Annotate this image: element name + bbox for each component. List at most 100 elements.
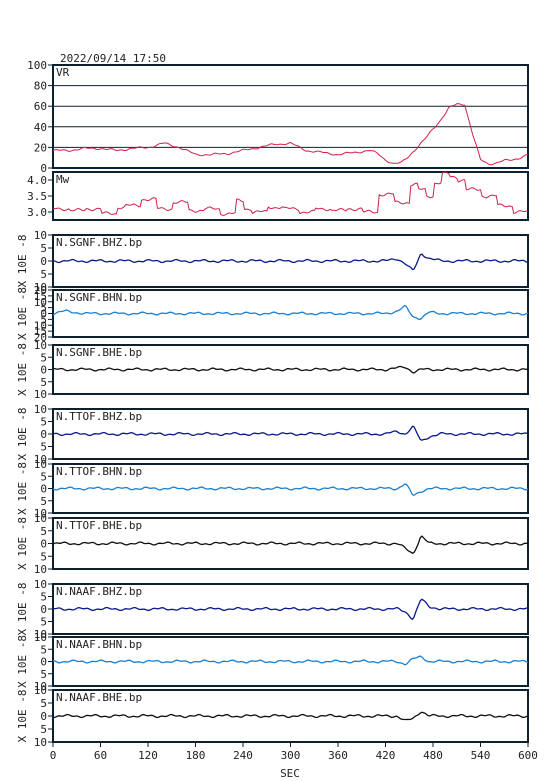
y-axis-label: X 10E -8 — [16, 517, 29, 570]
y-tick-label: 5 — [40, 302, 47, 315]
y-axis-label: X 10E -8 — [16, 408, 29, 461]
y-tick-label: 10 — [34, 631, 47, 644]
y-tick-label: 3.0 — [27, 206, 47, 219]
y-tick-label: 5 — [40, 313, 47, 326]
y-axis-label: X 10E -8 — [16, 635, 29, 688]
y-tick-label: 10 — [34, 578, 47, 591]
y-tick-label: 10 — [34, 736, 47, 749]
y-tick-label: 20 — [34, 141, 47, 154]
panel-frame — [52, 64, 529, 169]
y-axis-label: X 10E -8 — [16, 287, 29, 340]
series-line — [52, 598, 529, 621]
series-line — [52, 253, 529, 271]
y-tick-label: 10 — [34, 229, 47, 242]
panel-label: N.SGNF.BHZ.bp — [56, 236, 142, 249]
chart-timestamp: 2022/09/14 17:50 — [60, 52, 166, 65]
y-tick-label: 5 — [40, 723, 47, 736]
y-tick-label: 15 — [34, 290, 47, 303]
y-tick-label: 15 — [34, 325, 47, 338]
y-axis-label: X 10E -8 — [16, 462, 29, 515]
y-tick-label: 5 — [40, 242, 47, 255]
y-tick-label: 0 — [40, 603, 47, 616]
y-tick-label: 0 — [40, 656, 47, 669]
y-tick-label: 5 — [40, 495, 47, 508]
y-tick-label: 5 — [40, 441, 47, 454]
y-tick-label: 20 — [34, 331, 47, 344]
y-axis-label: X 10E -8 — [16, 343, 29, 396]
y-tick-label: 5 — [40, 416, 47, 429]
y-tick-label: 0 — [40, 162, 47, 175]
series-line — [52, 103, 529, 166]
panel-label: N.NAAF.BHZ.bp — [56, 585, 142, 598]
y-tick-label: 10 — [34, 388, 47, 401]
y-tick-label: 10 — [34, 507, 47, 520]
y-tick-label: 5 — [40, 668, 47, 681]
y-tick-label: 0 — [40, 710, 47, 723]
x-tick-label: 600 — [518, 749, 538, 762]
panel-label: N.TTOF.BHN.bp — [56, 465, 142, 478]
y-tick-label: 5 — [40, 591, 47, 604]
y-tick-label: 10 — [34, 684, 47, 697]
y-tick-label: 5 — [40, 268, 47, 281]
y-tick-label: 5 — [40, 376, 47, 389]
y-tick-label: 0 — [40, 255, 47, 268]
panel-label: N.NAAF.BHN.bp — [56, 638, 142, 651]
y-axis-label: X 10E -8 — [16, 690, 29, 743]
y-tick-label: 10 — [34, 563, 47, 576]
panel-1: 3.0 3.5 4.0 Mw — [27, 171, 529, 221]
series-line — [52, 655, 529, 666]
x-tick-label: 540 — [471, 749, 491, 762]
y-tick-label: 10 — [34, 458, 47, 471]
series-line — [52, 425, 529, 441]
x-axis-label: SEC — [280, 767, 300, 780]
x-axis: 0 60 120 180 240 300 360 420 480 540 600 — [50, 742, 538, 762]
x-tick-label: 120 — [138, 749, 158, 762]
y-tick-label: 60 — [34, 100, 47, 113]
y-tick-label: 10 — [34, 296, 47, 309]
series-line — [52, 711, 529, 721]
y-axis-label: X 10E -8 — [16, 583, 29, 636]
x-tick-label: 180 — [186, 749, 206, 762]
panel-label: N.SGNF.BHE.bp — [56, 346, 142, 359]
series-line — [52, 304, 529, 320]
y-tick-label: 0 — [40, 364, 47, 377]
panel-label: Mw — [56, 173, 70, 186]
y-tick-label: 40 — [34, 121, 47, 134]
y-tick-label: 5 — [40, 697, 47, 710]
y-tick-label: 10 — [34, 403, 47, 416]
x-tick-label: 0 — [50, 749, 57, 762]
y-tick-label: 0 — [40, 538, 47, 551]
y-tick-label: 4.0 — [27, 174, 47, 187]
x-tick-label: 480 — [423, 749, 443, 762]
x-tick-label: 300 — [281, 749, 301, 762]
y-tick-label: 10 — [34, 339, 47, 352]
y-tick-label: 5 — [40, 550, 47, 563]
panel-label: VR — [56, 66, 70, 79]
y-tick-label: 0 — [40, 428, 47, 441]
x-tick-label: 360 — [328, 749, 348, 762]
series-line — [52, 535, 529, 554]
y-tick-label: 5 — [40, 643, 47, 656]
series-line — [52, 171, 529, 216]
x-tick-label: 240 — [233, 749, 253, 762]
panel-label: N.TTOF.BHE.bp — [56, 519, 142, 532]
y-tick-label: 100 — [27, 59, 47, 72]
x-tick-label: 420 — [376, 749, 396, 762]
y-tick-label: 5 — [40, 470, 47, 483]
y-tick-label: 10 — [34, 628, 47, 641]
y-tick-label: 0 — [40, 308, 47, 321]
y-tick-label: 10 — [34, 281, 47, 294]
y-tick-label: 20 — [34, 284, 47, 297]
series-line — [52, 483, 529, 497]
y-tick-label: 80 — [34, 80, 47, 93]
y-tick-label: 0 — [40, 483, 47, 496]
